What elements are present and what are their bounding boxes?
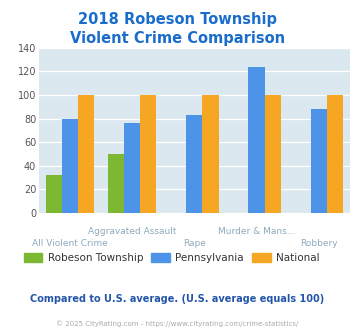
Text: Aggravated Assault: Aggravated Assault xyxy=(88,227,176,236)
Text: Robbery: Robbery xyxy=(300,239,337,248)
Text: All Violent Crime: All Violent Crime xyxy=(32,239,108,248)
Legend: Robeson Township, Pennsylvania, National: Robeson Township, Pennsylvania, National xyxy=(20,249,324,267)
Bar xyxy=(78,95,94,213)
Bar xyxy=(62,118,78,213)
Bar xyxy=(248,67,264,213)
Bar xyxy=(311,109,327,213)
Text: 2018 Robeson Township: 2018 Robeson Township xyxy=(78,12,277,26)
Bar xyxy=(46,175,62,213)
Bar xyxy=(186,115,202,213)
Bar xyxy=(264,95,281,213)
Bar xyxy=(140,95,157,213)
Text: © 2025 CityRating.com - https://www.cityrating.com/crime-statistics/: © 2025 CityRating.com - https://www.city… xyxy=(56,320,299,327)
Bar xyxy=(202,95,219,213)
Text: Compared to U.S. average. (U.S. average equals 100): Compared to U.S. average. (U.S. average … xyxy=(31,294,324,304)
Text: Violent Crime Comparison: Violent Crime Comparison xyxy=(70,31,285,46)
Bar xyxy=(124,123,140,213)
Bar xyxy=(327,95,343,213)
Bar xyxy=(108,154,124,213)
Text: Murder & Mans...: Murder & Mans... xyxy=(218,227,295,236)
Text: Rape: Rape xyxy=(183,239,206,248)
